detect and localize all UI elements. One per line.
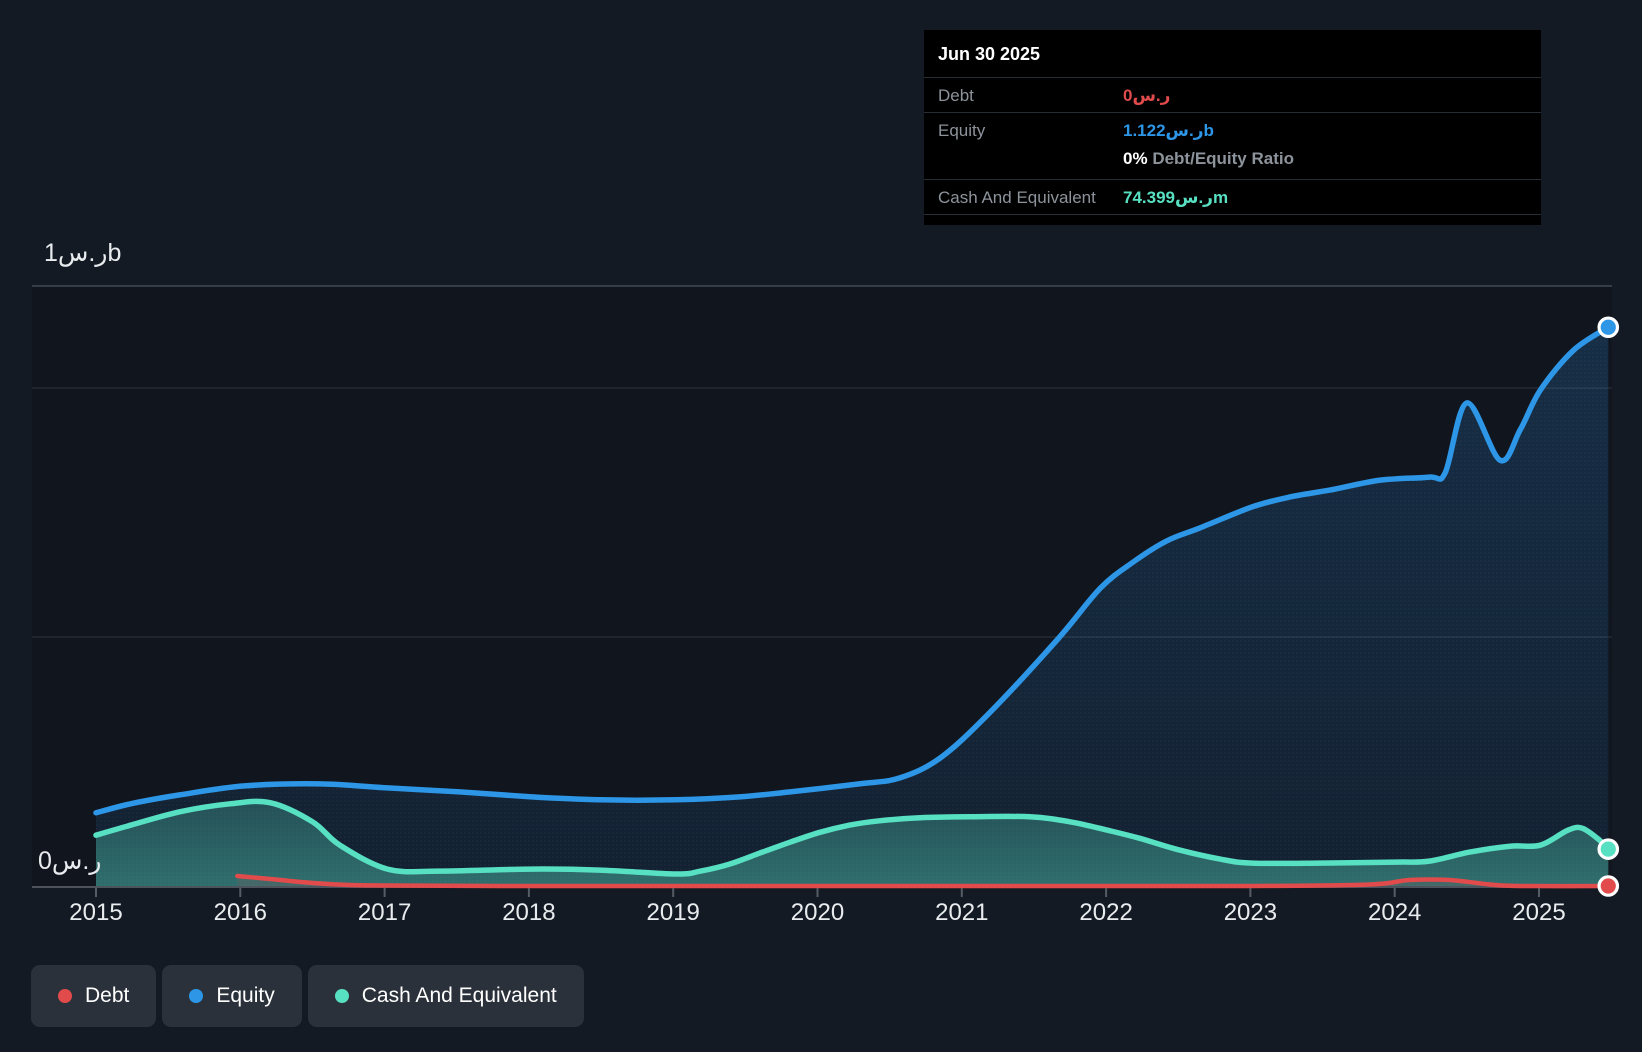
tooltip-cash-value: 74.399ر.سm — [1123, 188, 1229, 207]
x-axis-label-2019: 2019 — [646, 899, 700, 926]
tooltip-debt-value: 0ر.س — [1123, 86, 1171, 105]
legend-item-equity[interactable]: Equity — [162, 965, 302, 1027]
y-axis-label-1b: 1ر.سb — [44, 239, 122, 267]
tooltip-equity-label: Equity — [938, 121, 986, 140]
equity-line — [93, 324, 1612, 816]
equity-legend-dot-icon — [189, 989, 204, 1003]
area-texture — [96, 327, 1609, 886]
cash-area — [96, 801, 1609, 886]
x-axis-label-2017: 2017 — [357, 899, 412, 926]
x-axis-label-2024: 2024 — [1367, 899, 1422, 926]
y-axis-label-0: 0ر.س — [38, 847, 102, 875]
tooltip-ratio-value: 0% — [1123, 149, 1148, 168]
tooltip-debt-label: Debt — [938, 86, 974, 105]
chart-tooltip: Jun 30 2025 Debt 0ر.س Equity 1.122ر.سb 0… — [924, 30, 1541, 225]
equity-endpoint-marker — [1597, 316, 1620, 339]
tooltip-equity-value: 1.122ر.سb — [1123, 121, 1214, 140]
x-axis-label-2025: 2025 — [1512, 899, 1566, 926]
legend-label: Debt — [85, 984, 130, 1007]
tooltip-cash-label: Cash And Equivalent — [938, 188, 1096, 207]
tooltip-date: Jun 30 2025 — [938, 44, 1041, 64]
x-axis-label-2022: 2022 — [1079, 899, 1133, 926]
x-axis-label-2023: 2023 — [1223, 899, 1278, 926]
chart-legend: Debt Equity Cash And Equivalent — [31, 965, 584, 1027]
debt-line — [235, 873, 1611, 889]
x-axis-label-2015: 2015 — [69, 899, 123, 926]
x-axis-label-2016: 2016 — [213, 899, 267, 926]
debt-endpoint-marker — [1597, 875, 1620, 897]
debt-area — [237, 876, 1609, 887]
legend-item-cash-and-equivalent[interactable]: Cash And Equivalent — [307, 965, 584, 1027]
legend-label: Cash And Equivalent — [361, 984, 557, 1007]
x-axis-label-2018: 2018 — [502, 899, 556, 926]
x-axis-label-2021: 2021 — [935, 899, 989, 926]
legend-label: Equity — [216, 984, 275, 1007]
tooltip-ratio-label: Debt/Equity Ratio — [1152, 149, 1294, 168]
cash-line — [93, 798, 1612, 877]
tooltip-row-debt: Debt 0ر.س — [924, 77, 1541, 112]
tooltip-row-cash: Cash And Equivalent 74.399ر.سm — [924, 179, 1541, 215]
tooltip-row-equity: Equity 1.122ر.سb — [924, 112, 1541, 147]
cash-and-equivalent-legend-dot-icon — [334, 989, 349, 1003]
legend-item-debt[interactable]: Debt — [31, 965, 157, 1027]
cash-endpoint-marker — [1597, 838, 1620, 860]
x-axis-label-2020: 2020 — [790, 899, 845, 926]
debt-legend-dot-icon — [58, 989, 72, 1003]
tooltip-debt-equity-ratio: 0% Debt/Equity Ratio — [924, 147, 1541, 179]
